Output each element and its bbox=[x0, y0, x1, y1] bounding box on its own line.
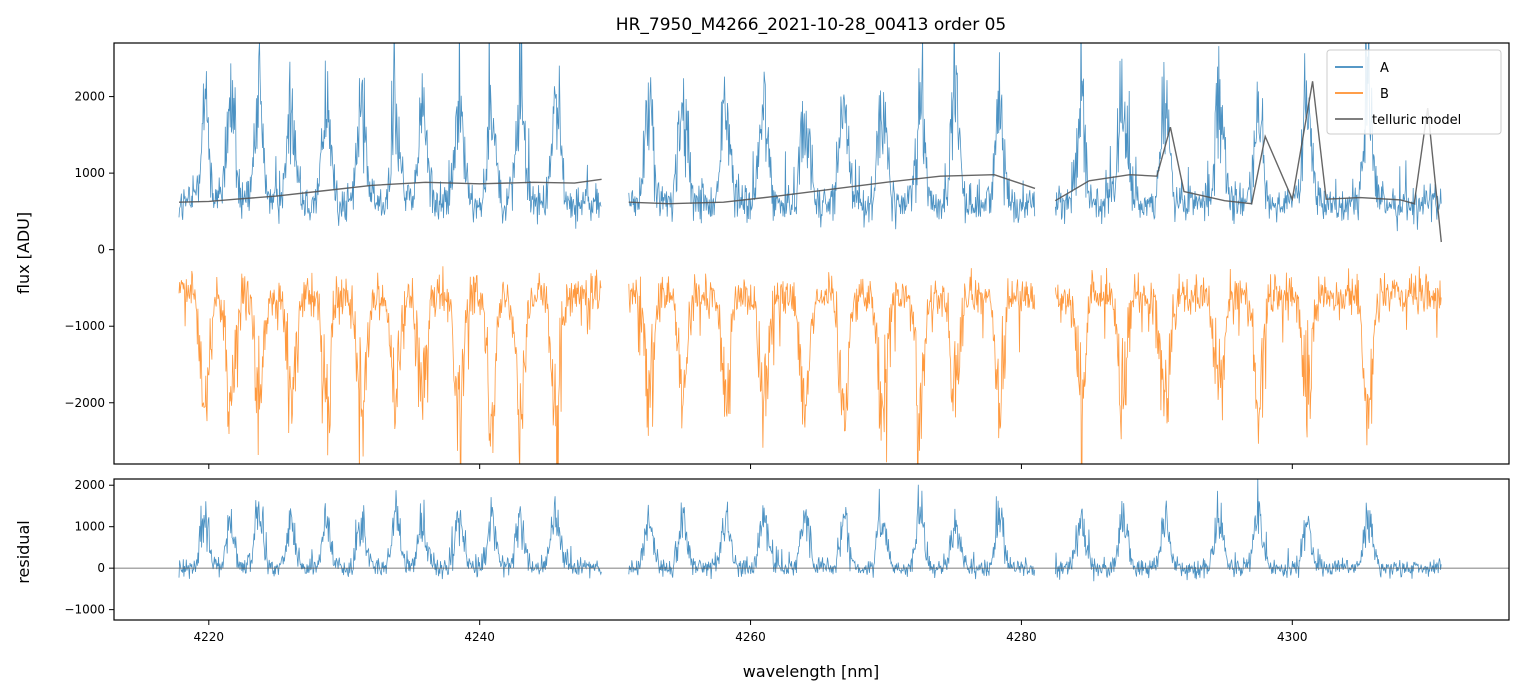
series-b-line-segment bbox=[1055, 266, 1442, 464]
series-a-line-segment bbox=[628, 43, 1036, 230]
residual-ytick-label: −1000 bbox=[64, 603, 105, 617]
flux-plot-area: −2000 −1000 0 1000 2000 flux [ADU] bbox=[14, 42, 1510, 469]
flux-x-ticks bbox=[208, 464, 1293, 469]
legend-label-a: A bbox=[1380, 61, 1389, 76]
chart-title: HR_7950_M4266_2021-10-28_00413 order 05 bbox=[616, 15, 1006, 35]
residual-xlabel: wavelength [nm] bbox=[743, 662, 880, 681]
flux-series-group bbox=[178, 43, 1442, 464]
flux-ytick-label: −2000 bbox=[64, 396, 105, 410]
legend-label-b: B bbox=[1380, 87, 1389, 102]
residual-line-segment bbox=[178, 490, 602, 580]
residual-line-segment bbox=[1055, 479, 1442, 582]
residual-ytick-label: 0 bbox=[97, 561, 105, 575]
series-a-line-segment bbox=[1055, 43, 1442, 232]
residual-ylabel: residual bbox=[14, 520, 33, 583]
residual-xtick-label: 4280 bbox=[1006, 630, 1037, 644]
residual-xtick-label: 4220 bbox=[194, 630, 225, 644]
legend-box bbox=[1326, 49, 1502, 135]
residual-y-ticks: −1000 0 1000 2000 bbox=[64, 478, 114, 617]
residual-series-group bbox=[114, 479, 1509, 582]
residual-xtick-label: 4240 bbox=[464, 630, 495, 644]
residual-x-ticks: 4220 4240 4260 4280 4300 bbox=[194, 620, 1308, 644]
telluric-model-line bbox=[178, 81, 1442, 243]
legend: A B telluric model bbox=[1326, 49, 1502, 135]
residual-plot-frame bbox=[113, 478, 1510, 621]
legend-label-telluric: telluric model bbox=[1372, 113, 1461, 128]
series-b-line-segment bbox=[178, 266, 602, 464]
residual-line-segment bbox=[628, 484, 1036, 580]
residual-xtick-label: 4260 bbox=[735, 630, 766, 644]
residual-plot-area: −1000 0 1000 2000 4220 4240 4260 4280 4300 resi… bbox=[14, 478, 1510, 681]
flux-plot-frame bbox=[113, 42, 1510, 465]
series-a-line-segment bbox=[178, 43, 602, 229]
flux-ytick-label: 1000 bbox=[74, 166, 105, 180]
flux-y-ticks: −2000 −1000 0 1000 2000 bbox=[64, 90, 114, 410]
flux-ytick-label: 0 bbox=[97, 243, 105, 257]
flux-ylabel: flux [ADU] bbox=[14, 212, 33, 294]
residual-ytick-label: 2000 bbox=[74, 478, 105, 492]
flux-ytick-label: 2000 bbox=[74, 90, 105, 104]
residual-xtick-label: 4300 bbox=[1277, 630, 1308, 644]
flux-ytick-label: −1000 bbox=[64, 319, 105, 333]
residual-ytick-label: 1000 bbox=[74, 520, 105, 534]
series-b-line-segment bbox=[628, 268, 1036, 464]
